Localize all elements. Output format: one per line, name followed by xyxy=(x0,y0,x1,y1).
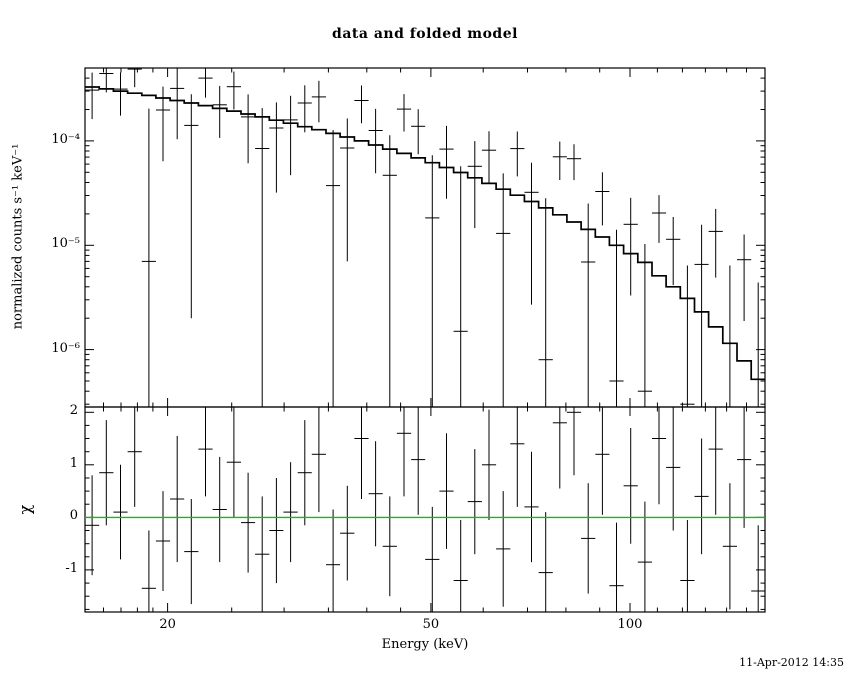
tick-marks xyxy=(85,68,765,612)
axes-frame xyxy=(84,67,766,613)
spectrum-data-points xyxy=(85,68,759,407)
main-panel-frame xyxy=(84,67,766,408)
model-histogram xyxy=(85,86,765,381)
residual-points xyxy=(85,407,765,612)
residual-panel-frame xyxy=(84,406,766,613)
